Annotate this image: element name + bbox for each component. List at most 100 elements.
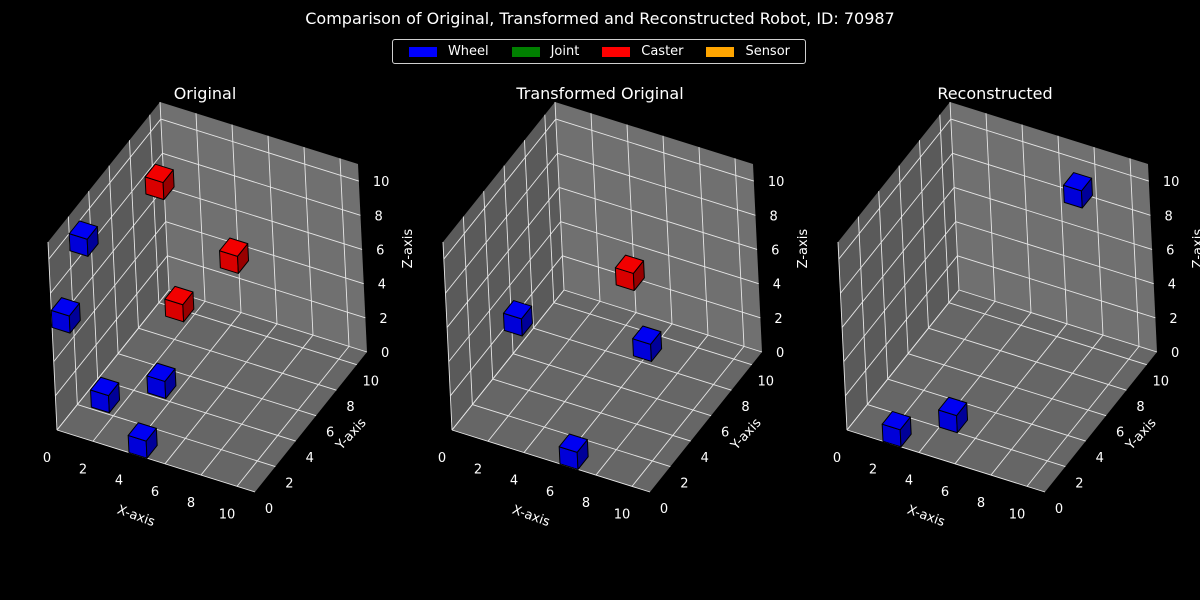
grid-line bbox=[590, 113, 601, 302]
grid-line bbox=[200, 334, 314, 476]
grid-line bbox=[523, 312, 637, 453]
z-axis-label: Z-axis bbox=[1191, 229, 1200, 269]
y-tick-label: 10 bbox=[1153, 375, 1170, 390]
y-tick-label: 0 bbox=[660, 502, 668, 517]
pane-left bbox=[48, 102, 169, 430]
grid-line bbox=[231, 124, 242, 313]
cube-wheel bbox=[127, 422, 158, 459]
y-tick-label: 8 bbox=[346, 400, 354, 415]
x-tick-label: 4 bbox=[905, 474, 913, 489]
x-tick-label: 4 bbox=[115, 474, 123, 489]
grid-line bbox=[512, 353, 712, 417]
grid-line bbox=[108, 165, 119, 354]
x-tick-label: 6 bbox=[151, 485, 159, 500]
grid-line bbox=[563, 289, 763, 353]
y-tick-label: 6 bbox=[1116, 426, 1124, 441]
grid-line bbox=[845, 255, 958, 397]
grid-line bbox=[953, 187, 1153, 250]
grid-line bbox=[846, 289, 960, 431]
x-tick-label: 8 bbox=[977, 496, 985, 511]
grid-line bbox=[236, 346, 350, 487]
grid-line bbox=[949, 101, 960, 291]
grid-line bbox=[483, 191, 494, 380]
x-tick-label: 0 bbox=[438, 451, 446, 466]
legend-label-joint: Joint bbox=[550, 44, 580, 59]
x-axis-label: X-axis bbox=[510, 503, 552, 531]
legend-swatch-wheel bbox=[407, 45, 438, 58]
cube-wheel bbox=[68, 220, 99, 257]
grid-line bbox=[843, 221, 957, 362]
grid-line bbox=[88, 191, 99, 380]
grid-line bbox=[451, 289, 565, 431]
x-tick-label: 10 bbox=[1009, 507, 1026, 522]
x-tick-label: 4 bbox=[510, 474, 518, 489]
grid-line bbox=[55, 255, 168, 397]
grid-line bbox=[149, 114, 160, 303]
cube-wheel bbox=[1062, 172, 1093, 209]
grid-line bbox=[985, 113, 996, 302]
z-tick-label: 8 bbox=[374, 209, 382, 224]
grid-line bbox=[158, 302, 357, 366]
legend-label-wheel: Wheel bbox=[447, 44, 489, 59]
grid-line bbox=[557, 152, 756, 216]
cube-wheel bbox=[632, 325, 663, 362]
cube-caster bbox=[144, 163, 175, 201]
y-tick-label: 6 bbox=[326, 426, 334, 441]
grid-line bbox=[595, 334, 709, 476]
z-tick-label: 10 bbox=[373, 175, 390, 190]
cube-caster bbox=[219, 237, 250, 274]
grid-line bbox=[1093, 147, 1104, 336]
legend-label-caster: Caster bbox=[641, 44, 684, 59]
grid-line bbox=[163, 187, 363, 250]
x-axis-label: X-axis bbox=[905, 503, 947, 531]
y-tick-label: 2 bbox=[285, 477, 293, 492]
z-axis-label: Z-axis bbox=[796, 229, 811, 269]
grid-line bbox=[555, 118, 754, 182]
legend-item-sensor: Sensor bbox=[705, 44, 790, 59]
pane-back bbox=[950, 102, 1157, 352]
y-tick-label: 8 bbox=[1136, 400, 1144, 415]
grid-line bbox=[698, 147, 709, 336]
grid-line bbox=[1026, 346, 1140, 487]
grid-line bbox=[487, 300, 601, 442]
x-tick-label: 8 bbox=[187, 496, 195, 511]
y-tick-label: 4 bbox=[1096, 451, 1104, 466]
grid-line bbox=[168, 289, 368, 353]
grid-line bbox=[446, 187, 560, 328]
x-tick-label: 6 bbox=[941, 485, 949, 500]
panel-1: Original000222444666888101010X-axisY-axi… bbox=[43, 84, 416, 530]
panel-title: Reconstructed bbox=[937, 84, 1052, 103]
cube-wheel bbox=[50, 297, 81, 334]
legend-swatch-caster bbox=[601, 45, 632, 58]
grid-line bbox=[165, 221, 364, 285]
grid-line bbox=[840, 152, 953, 294]
grid-line bbox=[462, 216, 473, 405]
z-tick-label: 4 bbox=[773, 278, 781, 293]
grid-line bbox=[857, 216, 868, 405]
cube-wheel bbox=[90, 376, 121, 414]
pane-back bbox=[555, 102, 762, 352]
grid-line bbox=[48, 118, 162, 260]
x-tick-label: 10 bbox=[614, 507, 631, 522]
grid-line bbox=[117, 353, 317, 417]
grid-line bbox=[734, 158, 745, 347]
panel-3: Reconstructed000222444666888101010X-axis… bbox=[833, 84, 1200, 530]
x-tick-label: 8 bbox=[582, 496, 590, 511]
grid-line bbox=[50, 152, 163, 294]
grid-line bbox=[954, 323, 1068, 465]
grid-line bbox=[907, 353, 1107, 417]
x-tick-label: 6 bbox=[546, 485, 554, 500]
x-tick-label: 2 bbox=[869, 462, 877, 477]
grid-line bbox=[53, 221, 167, 362]
grid-line bbox=[558, 187, 758, 250]
z-tick-label: 4 bbox=[378, 278, 386, 293]
pane-floor bbox=[847, 290, 1157, 492]
legend-item-joint: Joint bbox=[510, 44, 580, 59]
grid-line bbox=[837, 241, 848, 431]
z-tick-label: 2 bbox=[1169, 312, 1177, 327]
z-tick-label: 10 bbox=[768, 175, 785, 190]
grid-line bbox=[1057, 135, 1068, 324]
grid-line bbox=[958, 289, 1158, 353]
y-tick-label: 10 bbox=[363, 375, 380, 390]
